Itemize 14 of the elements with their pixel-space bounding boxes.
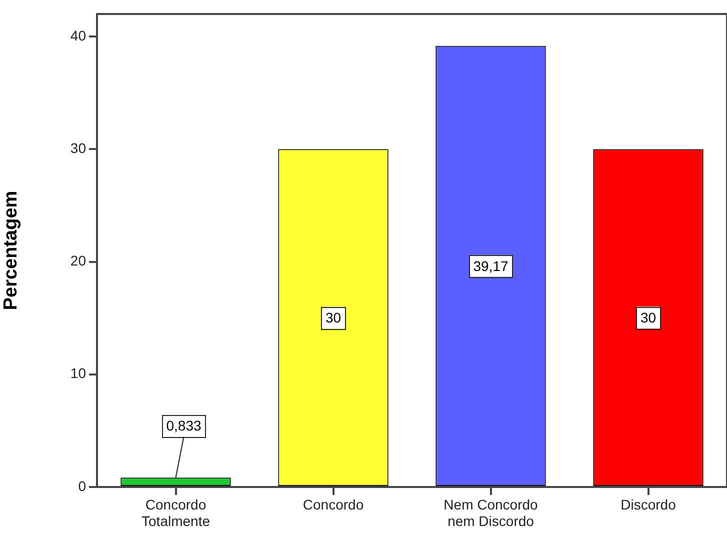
y-tick-label: 20 [70, 252, 86, 269]
y-tick-label: 40 [70, 27, 86, 44]
data-label: 0,833 [166, 417, 202, 434]
x-tick-label: Concordo [302, 496, 364, 512]
y-tick-label: 10 [70, 365, 86, 382]
y-tick-label: 0 [78, 478, 86, 494]
x-tick-label: Discordo [620, 496, 676, 512]
y-axis-title: Percentagem [0, 190, 22, 310]
data-label: 30 [640, 309, 656, 326]
data-label: 30 [325, 309, 342, 326]
data-label: 39,17 [473, 258, 508, 274]
x-tick-label: Nem Concordo nem Discordo [444, 496, 538, 530]
x-tick-label: Concordo Totalmente [142, 496, 210, 530]
y-tick-label: 30 [70, 140, 86, 156]
